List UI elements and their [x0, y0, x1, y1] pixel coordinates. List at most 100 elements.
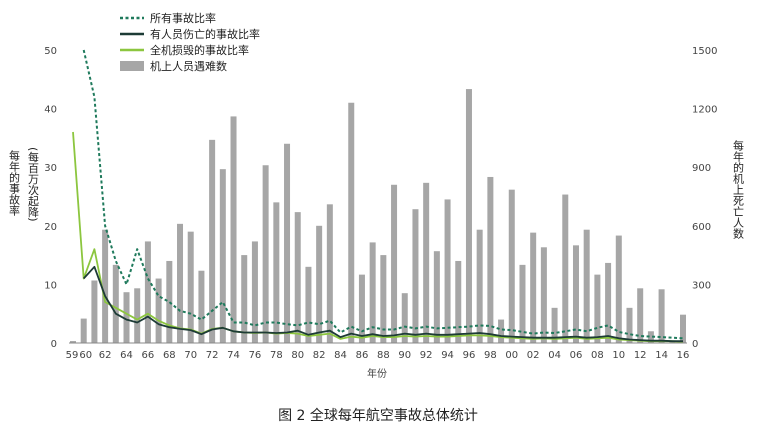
- bar-1997: [476, 229, 483, 343]
- bar-2000: [508, 189, 515, 343]
- bar-1976: [251, 241, 258, 343]
- right-y-axis-ticks: 0 300 600 900 1200 1500: [692, 46, 717, 350]
- right-y-axis-title: 每年的机上死亡人数: [732, 139, 745, 240]
- x-tick-label: 86: [356, 350, 369, 361]
- bar-1996: [465, 89, 472, 343]
- bar-1982: [316, 225, 323, 343]
- bar-1986: [358, 274, 365, 343]
- x-tick-label: 64: [120, 350, 133, 361]
- x-tick-label: 02: [527, 350, 540, 361]
- legend-swatch-bar: [120, 61, 144, 71]
- x-tick-label: 96: [463, 350, 476, 361]
- bar-1968: [166, 260, 173, 343]
- bar-2003: [540, 247, 547, 343]
- bar-1999: [498, 319, 505, 343]
- bar-1987: [369, 242, 376, 343]
- x-tick-label: 74: [227, 350, 240, 361]
- bar-series: [70, 89, 686, 344]
- x-tick-label: 60: [79, 350, 92, 361]
- bar-1988: [380, 255, 387, 343]
- x-tick-label: 10: [612, 350, 625, 361]
- bar-1979: [284, 143, 291, 343]
- bar-1967: [155, 278, 162, 343]
- bar-1985: [348, 102, 355, 344]
- bar-1966: [144, 241, 151, 343]
- bar-1971: [198, 270, 205, 343]
- x-tick-label: 98: [484, 350, 497, 361]
- bar-1960: [80, 318, 87, 343]
- x-tick-label: 62: [99, 350, 112, 361]
- line-series-3: [82, 49, 684, 340]
- bar-1990: [401, 293, 408, 343]
- x-tick-label: 70: [184, 350, 197, 361]
- right-tick-label: 300: [692, 280, 711, 291]
- bar-2014: [658, 289, 665, 343]
- x-axis-title: 年份: [367, 367, 387, 380]
- bar-1975: [241, 255, 248, 343]
- bar-1972: [209, 139, 216, 343]
- bar-1998: [487, 176, 494, 343]
- x-tick-label: 68: [163, 350, 176, 361]
- bar-1991: [412, 209, 419, 343]
- right-tick-label: 1500: [692, 46, 717, 57]
- x-tick-label: 16: [677, 350, 690, 361]
- x-tick-label: 12: [634, 350, 647, 361]
- bar-1963: [112, 264, 119, 343]
- bar-1974: [230, 116, 237, 343]
- x-tick-label: 14: [655, 350, 668, 361]
- x-tick-label: 06: [570, 350, 583, 361]
- right-tick-label: 0: [692, 339, 698, 350]
- bar-1962: [102, 229, 109, 343]
- left-y-axis-ticks: 0 10 20 30 40 50: [44, 46, 57, 350]
- bar-1993: [433, 251, 440, 343]
- right-tick-label: 1200: [692, 105, 717, 116]
- bar-2012: [637, 288, 644, 343]
- bar-1969: [177, 223, 184, 343]
- bar-2013: [647, 331, 654, 343]
- line-series-1: [72, 131, 684, 343]
- left-tick-label: 40: [44, 105, 57, 116]
- bar-2011: [626, 307, 633, 343]
- left-y-axis-title-sub: (每百万次起降): [27, 147, 40, 222]
- bar-1981: [305, 266, 312, 343]
- bar-1959: [70, 341, 76, 343]
- line-series-2: [83, 265, 683, 343]
- x-tick-label: 59: [66, 350, 79, 361]
- bar-1973: [219, 169, 226, 343]
- right-tick-label: 600: [692, 222, 711, 233]
- bar-2004: [551, 307, 558, 343]
- x-axis-ticks: 59 60 62 64 66 68 70 72 74 76 78 80 82 84 86 88 90 92 94 96…: [66, 350, 690, 361]
- right-tick-label: 900: [692, 163, 711, 174]
- x-tick-label: 92: [420, 350, 433, 361]
- left-tick-label: 30: [44, 163, 57, 174]
- bar-1970: [187, 231, 194, 343]
- bar-1977: [262, 165, 269, 343]
- x-tick-label: 94: [441, 350, 454, 361]
- x-tick-label: 66: [142, 350, 155, 361]
- x-tick-label: 08: [591, 350, 604, 361]
- bar-2001: [519, 264, 526, 343]
- bar-1994: [444, 199, 451, 343]
- x-tick-label: 84: [334, 350, 347, 361]
- x-tick-label: 78: [270, 350, 283, 361]
- x-tick-label: 82: [313, 350, 326, 361]
- x-tick-label: 72: [206, 350, 219, 361]
- x-tick-label: 04: [548, 350, 561, 361]
- bar-1983: [326, 204, 333, 343]
- line-series-group: [72, 49, 684, 343]
- bar-1961: [91, 280, 98, 343]
- left-y-axis-title-main: 每年的事故率: [8, 149, 21, 217]
- left-tick-label: 50: [44, 46, 57, 57]
- legend-label: 所有事故比率: [150, 11, 216, 25]
- x-tick-label: 80: [291, 350, 304, 361]
- x-tick-label: 88: [377, 350, 390, 361]
- left-tick-label: 0: [51, 339, 57, 350]
- bar-1978: [273, 202, 280, 343]
- bar-1989: [391, 184, 398, 343]
- bar-2016: [680, 314, 686, 343]
- legend-label: 有人员伤亡的事故比率: [150, 27, 260, 41]
- bar-2010: [615, 235, 622, 343]
- bar-2005: [562, 194, 569, 343]
